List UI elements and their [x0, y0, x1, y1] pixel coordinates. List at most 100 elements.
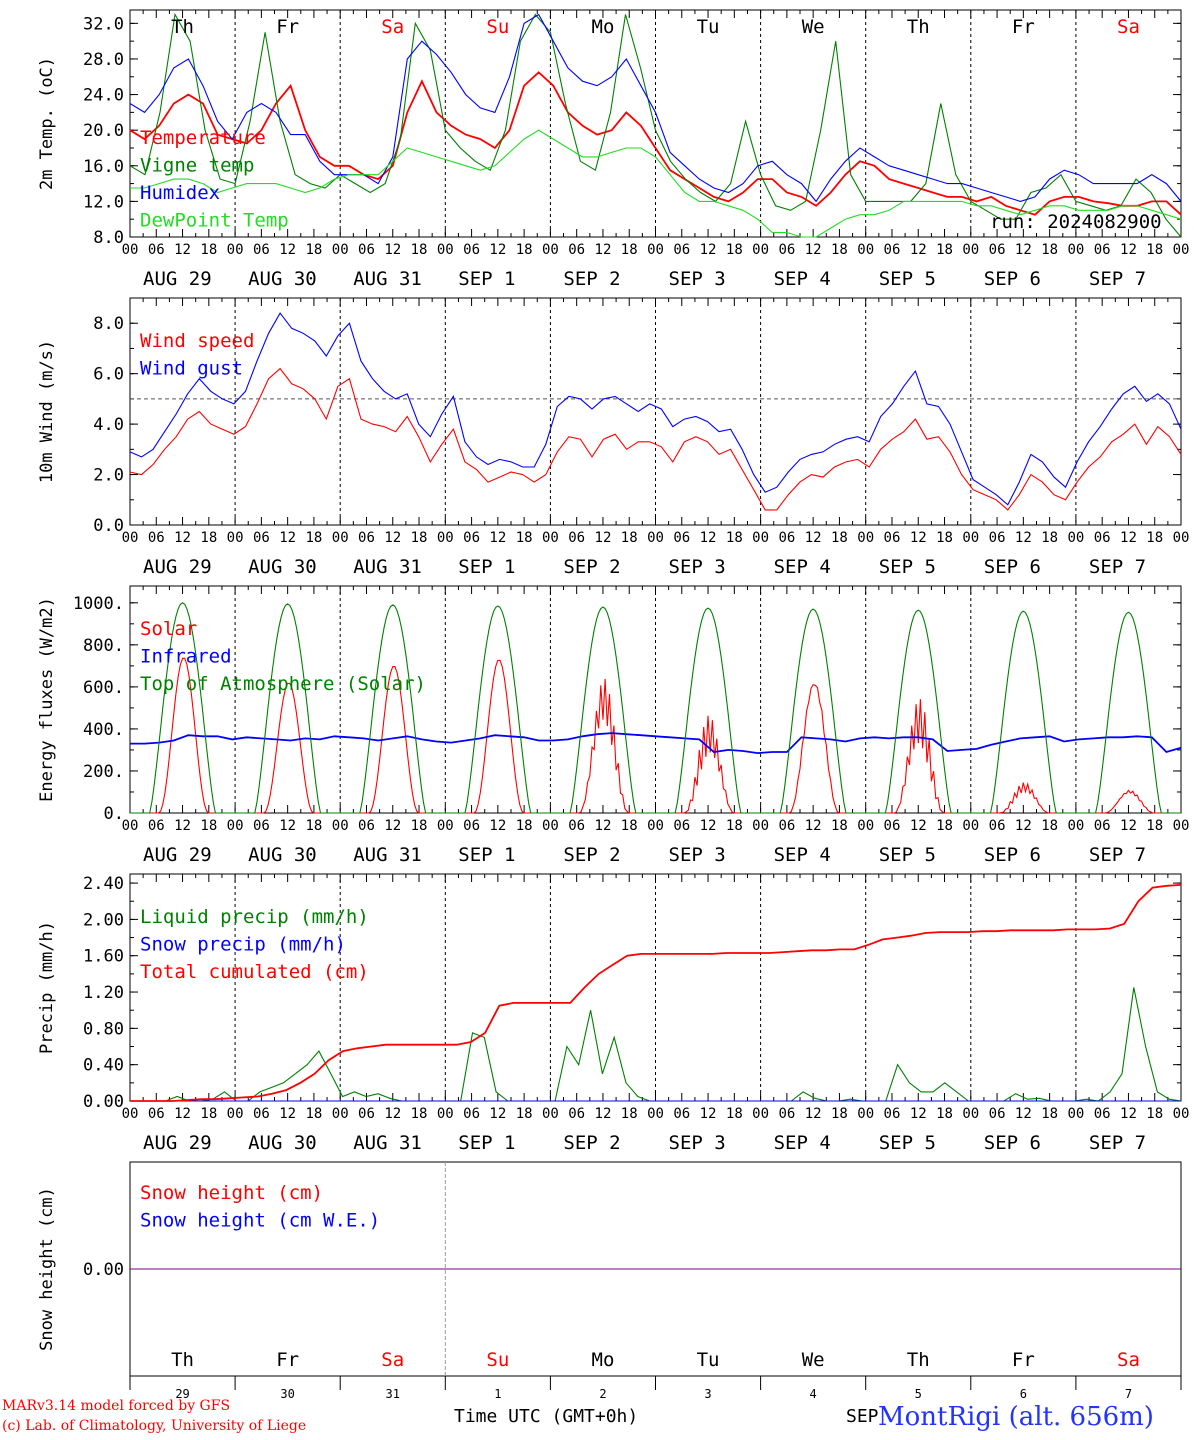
hour-label: 12	[595, 818, 612, 834]
hour-label: 18	[1146, 530, 1163, 546]
hour-label: 12	[910, 818, 927, 834]
y-tick-label: 200.	[83, 762, 124, 782]
date-label: SEP 3	[669, 556, 726, 578]
y-axis-label: Precip (mm/h)	[37, 921, 57, 1054]
hour-label: 00	[227, 242, 244, 258]
hour-label: 00	[332, 1106, 349, 1122]
date-label: AUG 31	[353, 268, 422, 290]
hour-label: 18	[831, 242, 848, 258]
hour-label: 12	[279, 530, 296, 546]
series-wind-gust	[129, 312, 1182, 506]
y-tick-label: 2.00	[83, 910, 124, 930]
hour-label: 06	[989, 818, 1006, 834]
y-tick-label: 28.0	[83, 50, 124, 70]
y-tick-label: 600.	[83, 678, 124, 698]
hour-label: 18	[936, 818, 953, 834]
hour-label: 00	[1067, 1106, 1084, 1122]
day-number: 3	[704, 1387, 711, 1401]
hour-label: 18	[305, 1106, 322, 1122]
hour-label: 06	[989, 530, 1006, 546]
y-tick-label: 20.0	[83, 121, 124, 141]
date-label: SEP 6	[984, 844, 1041, 866]
hour-label: 06	[148, 818, 165, 834]
hour-label: 18	[936, 530, 953, 546]
hour-label: 06	[884, 242, 901, 258]
date-label: AUG 29	[143, 1132, 212, 1154]
date-label: SEP 1	[458, 844, 515, 866]
run-label: run: 2024082900	[990, 211, 1162, 233]
series-wind-speed	[129, 367, 1182, 511]
legend-entry: Temperature	[140, 127, 266, 149]
date-label: SEP 2	[563, 268, 620, 290]
y-tick-label: 0.00	[83, 1092, 124, 1112]
legend-entry: Snow height (cm W.E.)	[140, 1210, 380, 1232]
hour-label: 00	[857, 818, 874, 834]
hour-label: 00	[857, 530, 874, 546]
copyright-credit: (c) Lab. of Climatology, University of L…	[2, 1418, 307, 1434]
hour-label: 12	[489, 1106, 506, 1122]
hour-label: 12	[910, 530, 927, 546]
date-label: AUG 31	[353, 844, 422, 866]
y-tick-label: 6.0	[93, 365, 124, 385]
y-tick-label: 0.40	[83, 1056, 124, 1076]
hour-label: 18	[726, 530, 743, 546]
y-tick-label: 12.0	[83, 192, 124, 212]
date-label: SEP 5	[879, 268, 936, 290]
hour-label: 06	[148, 1106, 165, 1122]
hour-label: 12	[489, 818, 506, 834]
hour-label: 06	[1094, 818, 1111, 834]
hour-label: 12	[910, 242, 927, 258]
day-name-bottom: Fr	[276, 1349, 299, 1371]
date-label: SEP 1	[458, 1132, 515, 1154]
hour-label: 00	[647, 1106, 664, 1122]
hour-label: 18	[411, 530, 428, 546]
hour-label: 12	[910, 1106, 927, 1122]
series-dewpoint-temp	[130, 129, 1182, 238]
hour-label: 12	[805, 1106, 822, 1122]
hour-label: 00	[962, 818, 979, 834]
day-number: 6	[1020, 1387, 1027, 1401]
station-name: MontRigi (alt. 656m)	[878, 1402, 1154, 1432]
date-label: SEP 1	[458, 268, 515, 290]
hour-label: 18	[1146, 242, 1163, 258]
hour-label: 12	[279, 1106, 296, 1122]
day-name-bottom: Th	[171, 1349, 194, 1371]
hour-label: 00	[857, 1106, 874, 1122]
panel-4: 0.00 0.40 0.80 1.20 1.60 2.00 2.40 Precip (mm/h…	[37, 873, 1190, 1154]
hour-label: 00	[1173, 530, 1190, 546]
hour-label: 18	[621, 818, 638, 834]
day-name-top: Sa	[381, 16, 404, 38]
hour-label: 00	[122, 1106, 139, 1122]
hour-label: 18	[831, 1106, 848, 1122]
hour-label: 06	[1094, 1106, 1111, 1122]
date-label: SEP 7	[1089, 268, 1146, 290]
legend-entry: Snow precip (mm/h)	[140, 934, 346, 956]
hour-label: 00	[542, 242, 559, 258]
hour-label: 00	[1173, 1106, 1190, 1122]
hour-label: 00	[542, 1106, 559, 1122]
date-label: AUG 31	[353, 556, 422, 578]
hour-label: 00	[647, 530, 664, 546]
hour-label: 18	[621, 1106, 638, 1122]
hour-label: 12	[279, 818, 296, 834]
hour-label: 00	[122, 530, 139, 546]
hour-label: 06	[253, 530, 270, 546]
model-credit: MARv3.14 model forced by GFS	[2, 1398, 231, 1414]
y-tick-label: 1000.	[73, 594, 124, 614]
y-tick-label: 24.0	[83, 86, 124, 106]
day-number: 7	[1125, 1387, 1132, 1401]
hour-label: 12	[700, 818, 717, 834]
date-label: SEP 3	[669, 268, 726, 290]
legend-entry: Solar	[140, 618, 197, 640]
hour-label: 18	[831, 530, 848, 546]
hour-label: 12	[700, 1106, 717, 1122]
hour-label: 18	[1041, 818, 1058, 834]
day-name-bottom: Sa	[381, 1349, 404, 1371]
y-axis-label: Snow height (cm)	[37, 1187, 57, 1351]
hour-label: 18	[305, 242, 322, 258]
series-vigne-temp	[129, 12, 1182, 238]
date-label: SEP 2	[563, 1132, 620, 1154]
date-label: SEP 2	[563, 844, 620, 866]
date-label: SEP 6	[984, 556, 1041, 578]
hour-label: 00	[122, 818, 139, 834]
